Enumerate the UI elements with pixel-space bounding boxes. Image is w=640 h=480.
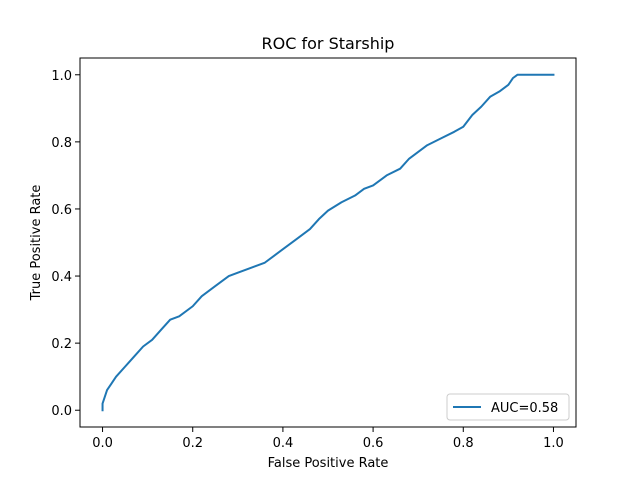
legend-box — [446, 393, 570, 421]
x-axis-label: False Positive Rate — [268, 456, 389, 471]
y-axis-label: True Positive Rate — [29, 185, 44, 302]
x-tick-label: 0.0 — [92, 436, 113, 451]
plot-area — [101, 73, 555, 412]
y-tick-label: 0.2 — [51, 337, 72, 352]
chart-title: ROC for Starship — [262, 34, 395, 53]
x-tick-label: 0.8 — [453, 436, 474, 451]
x-tick-label: 0.6 — [363, 436, 384, 451]
y-tick-label: 0.8 — [51, 136, 72, 151]
roc-series-line-0 — [101, 73, 555, 412]
x-tick-label: 0.2 — [182, 436, 203, 451]
x-axis-ticks: 0.0 0.2 0.4 0.6 0.8 1.0 — [92, 427, 564, 451]
y-tick-label: 0.6 — [51, 203, 72, 218]
y-tick-label: 1.0 — [51, 69, 72, 84]
y-tick-label: 0.0 — [51, 404, 72, 419]
legend: AUC=0.58 — [446, 393, 570, 421]
x-tick-label: 0.4 — [273, 436, 294, 451]
legend-label: AUC=0.58 — [491, 401, 558, 416]
x-tick-label: 1.0 — [543, 436, 564, 451]
y-axis-ticks: 0.0 0.2 0.4 0.6 0.8 1.0 — [51, 69, 80, 419]
axes-frame — [79, 57, 577, 428]
y-tick-label: 0.4 — [51, 270, 72, 285]
